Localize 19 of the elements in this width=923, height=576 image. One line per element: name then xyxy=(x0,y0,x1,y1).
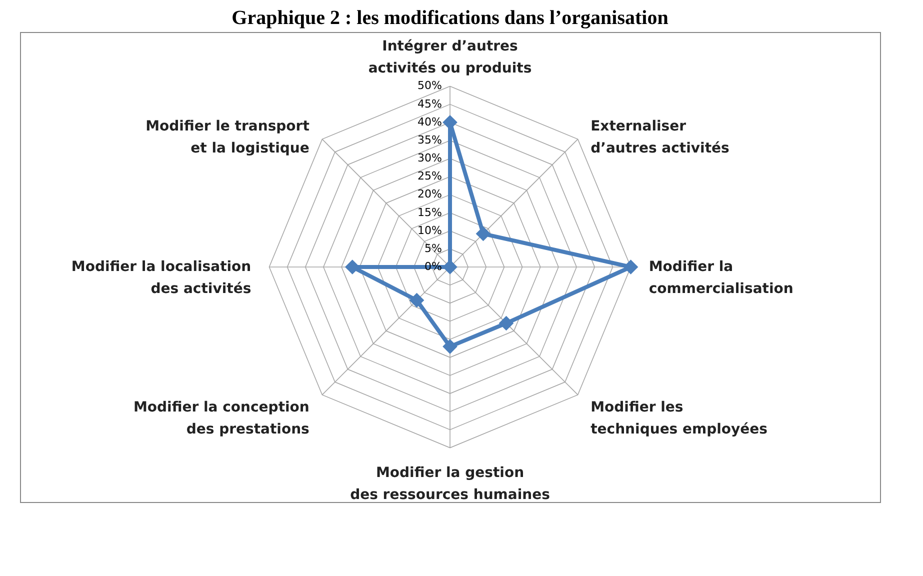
y-tick-label: 50% xyxy=(418,79,442,92)
spoke-label: Modifier la gestion des ressources humaines xyxy=(350,464,550,503)
y-tick-label: 10% xyxy=(418,224,442,237)
spoke-label: Externaliser d’autres activités xyxy=(590,118,730,156)
y-tick-label: 35% xyxy=(418,133,442,146)
y-tick-label: 30% xyxy=(418,152,442,165)
spoke-label: Modifier les techniques employées xyxy=(590,400,768,438)
spoke-label: Modifier la localisation des activités xyxy=(71,259,252,297)
spoke-label: Intégrer d’autres activités ou produits xyxy=(368,38,532,77)
y-tick-label: 25% xyxy=(418,170,442,183)
y-tick-label: 20% xyxy=(418,188,442,201)
spoke-label: Modifier le transport et la logistique xyxy=(146,118,310,156)
y-tick-label: 45% xyxy=(418,97,442,110)
y-tick-label: 15% xyxy=(418,206,442,219)
spoke-label: Modifier la commercialisation xyxy=(648,259,794,297)
chart-title: Graphique 2 : les modifications dans l’organisation xyxy=(232,7,668,29)
y-tick-label: 5% xyxy=(424,242,442,255)
spoke-label: Modifier la conception des prestations xyxy=(133,400,310,438)
y-tick-label: 40% xyxy=(418,115,442,128)
